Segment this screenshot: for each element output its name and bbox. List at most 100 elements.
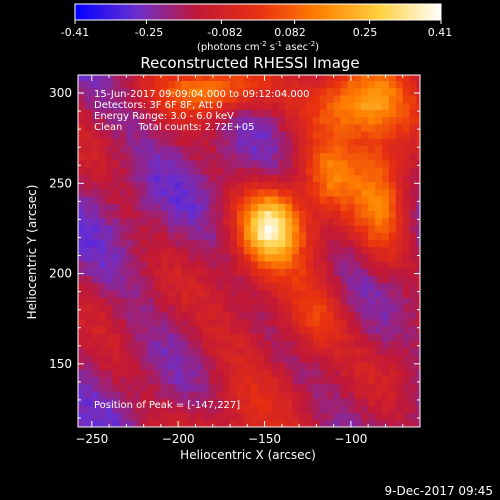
- heatmap-cell: [292, 376, 300, 385]
- heatmap-cell: [98, 376, 107, 385]
- heatmap-cell: [188, 325, 197, 334]
- heatmap-cell: [402, 405, 411, 414]
- heatmap-cell: [202, 419, 210, 427]
- heatmap-cell: [84, 181, 93, 190]
- heatmap-cell: [216, 354, 224, 363]
- heatmap-cell: [216, 188, 224, 197]
- heatmap-cell: [361, 362, 369, 370]
- heatmap-cell: [167, 369, 176, 378]
- heatmap-cell: [347, 311, 355, 320]
- heatmap-cell: [147, 282, 155, 291]
- heatmap-cell: [375, 159, 383, 168]
- heatmap-cell: [347, 224, 355, 233]
- heatmap-cell: [402, 159, 411, 168]
- heatmap-cell: [368, 304, 376, 313]
- heatmap-cell: [416, 75, 420, 82]
- heatmap-cell: [216, 232, 224, 240]
- heatmap-cell: [306, 419, 314, 427]
- heatmap-cell: [340, 80, 349, 89]
- heatmap-cell: [306, 318, 314, 327]
- heatmap-cell: [98, 412, 107, 421]
- heatmap-cell: [375, 369, 383, 378]
- heatmap-cell: [402, 80, 411, 89]
- heatmap-cell: [147, 224, 155, 233]
- heatmap-cell: [326, 304, 335, 313]
- heatmap-cell: [105, 181, 114, 190]
- heatmap-cell: [299, 195, 307, 204]
- heatmap-cell: [230, 75, 238, 82]
- heatmap-cell: [257, 268, 266, 276]
- heatmap-cell: [98, 419, 107, 427]
- heatmap-cell: [98, 224, 107, 233]
- heatmap-cell: [112, 109, 121, 118]
- heatmap-cell: [388, 390, 397, 399]
- heatmap-cell: [278, 217, 286, 226]
- heatmap-cell: [112, 325, 121, 334]
- heatmap-cell: [230, 383, 238, 392]
- heatmap-cell: [133, 369, 141, 378]
- heatmap-cell: [195, 239, 203, 248]
- heatmap-cell: [181, 109, 190, 118]
- heatmap-cell: [264, 354, 273, 363]
- heatmap-cell: [195, 123, 203, 132]
- heatmap-cell: [133, 246, 141, 255]
- heatmap-cell: [243, 311, 252, 320]
- heatmap-cell: [326, 246, 335, 255]
- heatmap-cell: [167, 297, 176, 305]
- heatmap-cell: [140, 347, 148, 356]
- heatmap-cell: [154, 109, 162, 118]
- heatmap-cell: [409, 412, 418, 421]
- heatmap-cell: [78, 210, 86, 219]
- heatmap-cell: [257, 102, 266, 110]
- heatmap-cell: [105, 297, 114, 305]
- heatmap-cell: [202, 145, 210, 154]
- heatmap-cell: [119, 275, 127, 284]
- heatmap-cell: [264, 260, 273, 269]
- heatmap-cell: [133, 260, 141, 269]
- heatmap-cell: [230, 275, 238, 284]
- heatmap-cell: [361, 333, 369, 341]
- heatmap-cell: [354, 369, 362, 378]
- heatmap-cell: [216, 145, 224, 154]
- heatmap-cell: [147, 102, 155, 110]
- heatmap-cell: [209, 138, 217, 146]
- heatmap-cell: [285, 239, 293, 248]
- heatmap-cell: [230, 405, 238, 414]
- heatmap-cell: [78, 289, 86, 298]
- heatmap-cell: [209, 210, 217, 219]
- heatmap-cell: [278, 260, 286, 269]
- heatmap-cell: [264, 116, 273, 125]
- heatmap-cell: [250, 94, 259, 103]
- heatmap-cell: [402, 152, 411, 161]
- heatmap-cell: [216, 390, 224, 399]
- heatmap-cell: [188, 260, 197, 269]
- heatmap-cell: [140, 239, 148, 248]
- heatmap-cell: [160, 398, 169, 406]
- heatmap-cell: [278, 167, 286, 175]
- heatmap-cell: [306, 87, 314, 96]
- heatmap-cell: [112, 383, 121, 392]
- heatmap-cell: [154, 354, 162, 363]
- heatmap-cell: [202, 116, 210, 125]
- heatmap-cell: [78, 152, 86, 161]
- heatmap-cell: [84, 390, 93, 399]
- heatmap-cell: [306, 311, 314, 320]
- heatmap-cell: [216, 224, 224, 233]
- heatmap-cell: [250, 369, 259, 378]
- heatmap-cell: [326, 325, 335, 334]
- heatmap-cell: [243, 282, 252, 291]
- heatmap-cell: [188, 203, 197, 211]
- heatmap-cell: [354, 304, 362, 313]
- heatmap-cell: [257, 239, 266, 248]
- heatmap-cell: [388, 419, 397, 427]
- heatmap-cell: [368, 152, 376, 161]
- heatmap-cell: [388, 398, 397, 406]
- heatmap-cell: [250, 181, 259, 190]
- heatmap-cell: [188, 311, 197, 320]
- heatmap-cell: [326, 362, 335, 370]
- heatmap-cell: [202, 325, 210, 334]
- heatmap-cell: [236, 203, 245, 211]
- heatmap-cell: [416, 203, 420, 211]
- heatmap-cell: [98, 75, 107, 82]
- heatmap-cell: [333, 304, 342, 313]
